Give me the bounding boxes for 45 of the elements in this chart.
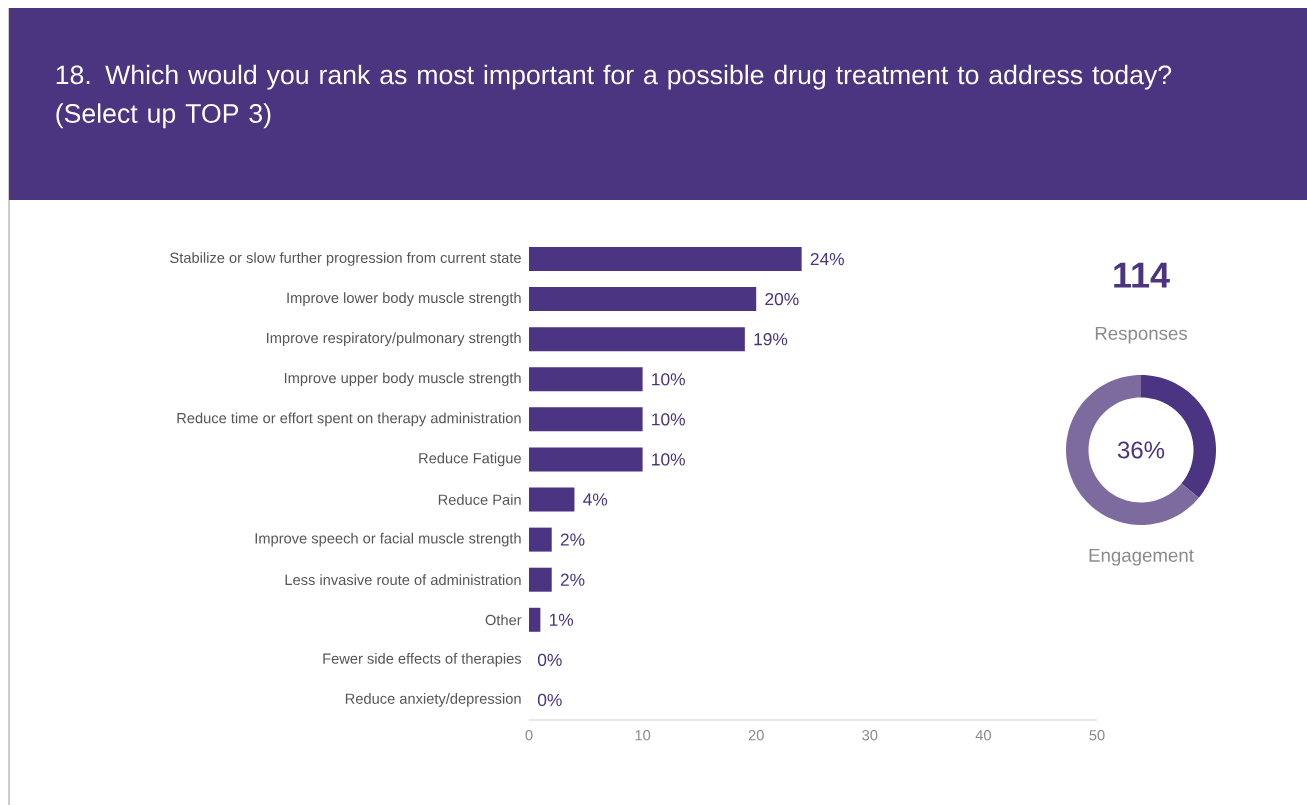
data-label: 10% <box>652 373 685 386</box>
y-tick-label: Stabilize or slow further progression from current state <box>170 252 521 266</box>
data-label: 0% <box>537 653 562 666</box>
bar <box>529 407 643 432</box>
bar <box>529 527 552 552</box>
chart-title: 18. Which would you rank as most important for a possible drug treatment to address today? (Select up TOP 3) <box>56 64 1172 129</box>
bar <box>529 367 643 392</box>
text: 36% <box>1117 441 1165 459</box>
data-label: 0% <box>537 693 562 707</box>
y-tick-label: Other <box>485 614 522 626</box>
text: 114 <box>1114 262 1170 288</box>
y-tick-label: Improve respiratory/pulmonary strength <box>267 332 521 347</box>
x-tick-label: 40 <box>975 730 991 741</box>
bar <box>529 247 802 272</box>
y-tick-label: Reduce Fatigue <box>419 452 521 467</box>
y-tick-label: Improve lower body muscle strength <box>287 292 521 306</box>
data-label: 24% <box>810 252 844 266</box>
data-label: 19% <box>754 333 788 346</box>
data-label: 10% <box>652 453 685 466</box>
data-label: 2% <box>560 533 585 546</box>
data-label: 1% <box>549 613 574 626</box>
bar <box>529 487 575 512</box>
y-tick-label: Improve upper body muscle strength <box>284 372 521 387</box>
x-tick-label: 10 <box>635 730 651 741</box>
annotation: Responses <box>1095 326 1188 344</box>
x-tick-label: 30 <box>862 730 878 741</box>
y-tick-label: Less invasive route of administration <box>285 574 521 586</box>
bar <box>529 447 643 472</box>
y-tick-label: Reduce Pain <box>438 494 521 505</box>
x-tick-label: 50 <box>1089 730 1105 741</box>
data-label: 2% <box>560 573 585 586</box>
bar <box>529 567 552 592</box>
bar <box>529 327 745 352</box>
data-label: 20% <box>765 292 799 306</box>
bar <box>529 287 757 312</box>
bar <box>529 607 541 632</box>
data-label: 10% <box>652 413 685 426</box>
y-tick-label: Improve speech or facial muscle strength <box>255 532 521 547</box>
y-tick-label: Reduce anxiety/depression <box>345 693 521 707</box>
x-tick-label: 20 <box>748 730 764 741</box>
y-tick-label: Reduce time or effort spent on therapy administration <box>177 412 521 427</box>
y-tick-label: Fewer side effects of therapies <box>323 653 522 667</box>
annotation: Engagement <box>1089 548 1194 566</box>
x-tick-label: 0 <box>525 730 533 741</box>
data-label: 4% <box>583 493 608 506</box>
